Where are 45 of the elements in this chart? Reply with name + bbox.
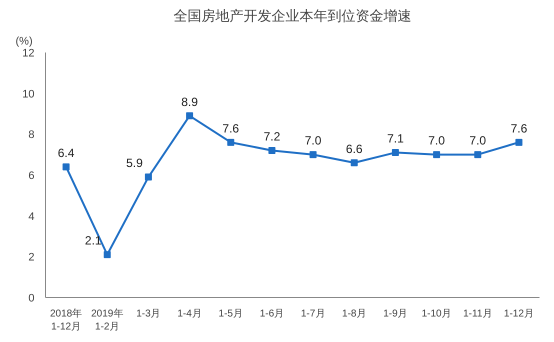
point xyxy=(186,112,194,120)
x-tick-label: 1-3月 xyxy=(136,308,161,320)
point xyxy=(62,163,70,170)
data-label: 6.6 xyxy=(346,142,363,156)
point xyxy=(104,251,111,258)
x-tick-label: 1-9月 xyxy=(383,308,408,320)
x-tick-label: 1-4月 xyxy=(177,308,202,320)
data-label: 6.4 xyxy=(58,146,75,160)
y-tick-label: 2 xyxy=(28,252,35,264)
y-tick-label: 4 xyxy=(28,210,35,223)
y-tick-label: 8 xyxy=(28,129,35,142)
x-tick-label: 2018年 1-12月 xyxy=(50,308,82,333)
data-label: 7.1 xyxy=(387,132,404,146)
data-label: 7.6 xyxy=(222,121,240,136)
data-label: 7.2 xyxy=(264,130,281,144)
point xyxy=(515,138,522,146)
y-axis-title: (%) xyxy=(16,36,33,48)
data-label: 7.0 xyxy=(304,134,322,148)
x-tick-label: 1-11月 xyxy=(463,308,492,320)
data-label: 5.9 xyxy=(126,156,144,170)
y-tick-label: 0 xyxy=(28,292,35,304)
x-tick-label: 1-5月 xyxy=(218,308,243,320)
data-label: 8.9 xyxy=(181,94,198,109)
data-label: 7.6 xyxy=(510,121,528,136)
data-label: 7.0 xyxy=(469,134,486,148)
point xyxy=(474,151,482,158)
y-tick-label: 10 xyxy=(22,88,35,100)
data-label: 2.1 xyxy=(84,234,102,248)
point xyxy=(310,151,317,158)
point xyxy=(227,138,234,146)
point xyxy=(392,149,399,156)
point xyxy=(350,159,358,166)
x-tick-label: 1-12月 xyxy=(504,308,534,320)
x-tick-label: 1-6月 xyxy=(260,308,284,320)
x-tick-label: 1-10月 xyxy=(422,308,452,320)
point xyxy=(144,174,152,181)
data-label: 7.0 xyxy=(428,134,446,148)
point xyxy=(268,147,276,154)
y-tick-label: 12 xyxy=(22,48,35,60)
x-tick-label: 1-7月 xyxy=(300,308,326,320)
chart-title: 全国房地产开发企业本年到位资金增速 xyxy=(174,8,412,24)
y-tick-label: 6 xyxy=(28,170,35,182)
point xyxy=(433,151,440,158)
x-tick-label: 1-8月 xyxy=(342,308,366,320)
x-tick-label: 2019年 1-2月 xyxy=(91,308,124,333)
